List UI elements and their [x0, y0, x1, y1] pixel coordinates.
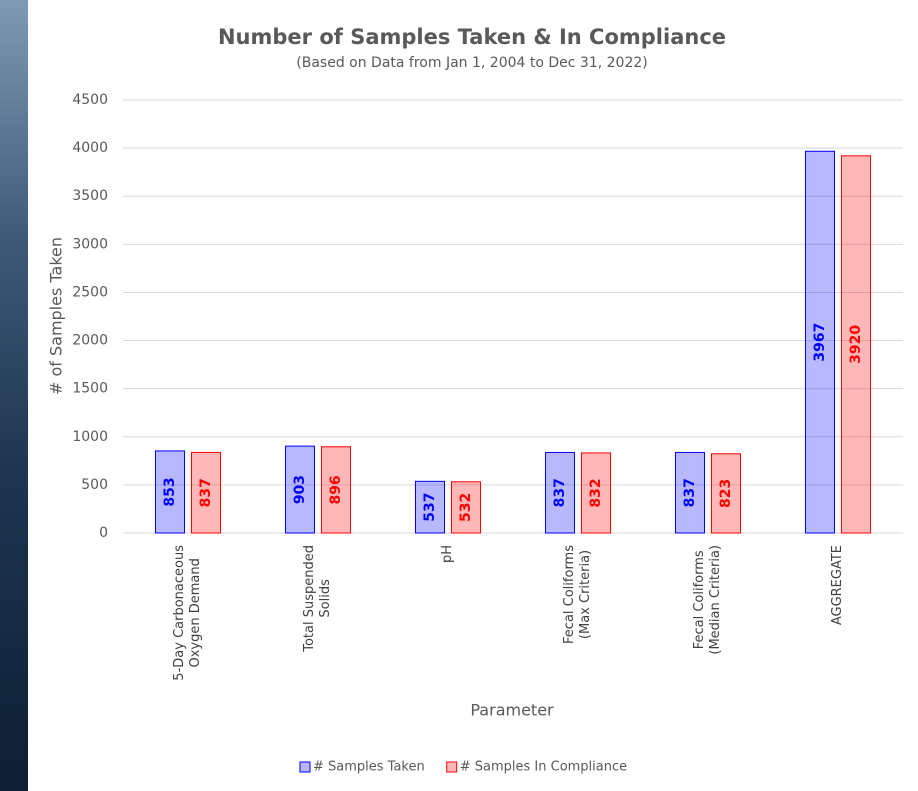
y-tick-label: 500 [81, 477, 108, 493]
x-axis-title: Parameter [470, 701, 554, 720]
data-label: 537 [422, 493, 438, 522]
page: body { margin: 0; width: 918px; height: … [0, 0, 918, 791]
data-label: 532 [458, 493, 474, 522]
data-label: 837 [552, 478, 568, 507]
x-tick-label: AGGREGATE [830, 545, 846, 625]
legend-swatch [300, 762, 310, 772]
data-label: 853 [162, 477, 178, 506]
legend-label: # Samples Taken [313, 760, 425, 775]
x-tick-label: Fecal Coliforms (Median Criteria) [692, 545, 724, 655]
y-tick-label: 1000 [72, 429, 108, 445]
x-tick-label: Total Suspended Solids [302, 545, 334, 652]
data-label: 823 [718, 479, 734, 508]
y-tick-label: 2000 [72, 333, 108, 349]
x-tick-label: pH [440, 545, 456, 563]
data-label: 837 [198, 478, 214, 507]
chart: Number of Samples Taken & In Compliance … [0, 0, 918, 791]
data-label: 832 [588, 478, 604, 507]
chart-subtitle: (Based on Data from Jan 1, 2004 to Dec 3… [296, 55, 647, 71]
y-axis-title: # of Samples Taken [47, 237, 66, 395]
background-photo [0, 0, 28, 791]
y-tick-label: 4000 [72, 140, 108, 156]
y-tick-label: 4500 [72, 92, 108, 108]
page-body: {"chart_data": {"type": "bar", "title": … [0, 0, 918, 791]
data-label: 896 [328, 475, 344, 504]
y-tick-label: 3500 [72, 188, 108, 204]
data-label: 3920 [848, 325, 864, 364]
y-tick-label: 2500 [72, 284, 108, 300]
data-label: 837 [682, 478, 698, 507]
chart-panel [28, 0, 918, 791]
chart-title: Number of Samples Taken & In Compliance [218, 25, 726, 49]
legend-label: # Samples In Compliance [460, 760, 627, 775]
y-tick-label: 0 [99, 525, 108, 541]
data-label: 903 [292, 475, 308, 504]
data-label: 3967 [812, 323, 828, 362]
y-tick-label: 1500 [72, 381, 108, 397]
x-tick-label: Fecal Coliforms (Max Criteria) [562, 545, 594, 644]
legend-swatch [447, 762, 457, 772]
x-tick-label: 5-Day Carbonaceous Oxygen Demand [172, 545, 204, 681]
y-tick-label: 3000 [72, 236, 108, 252]
